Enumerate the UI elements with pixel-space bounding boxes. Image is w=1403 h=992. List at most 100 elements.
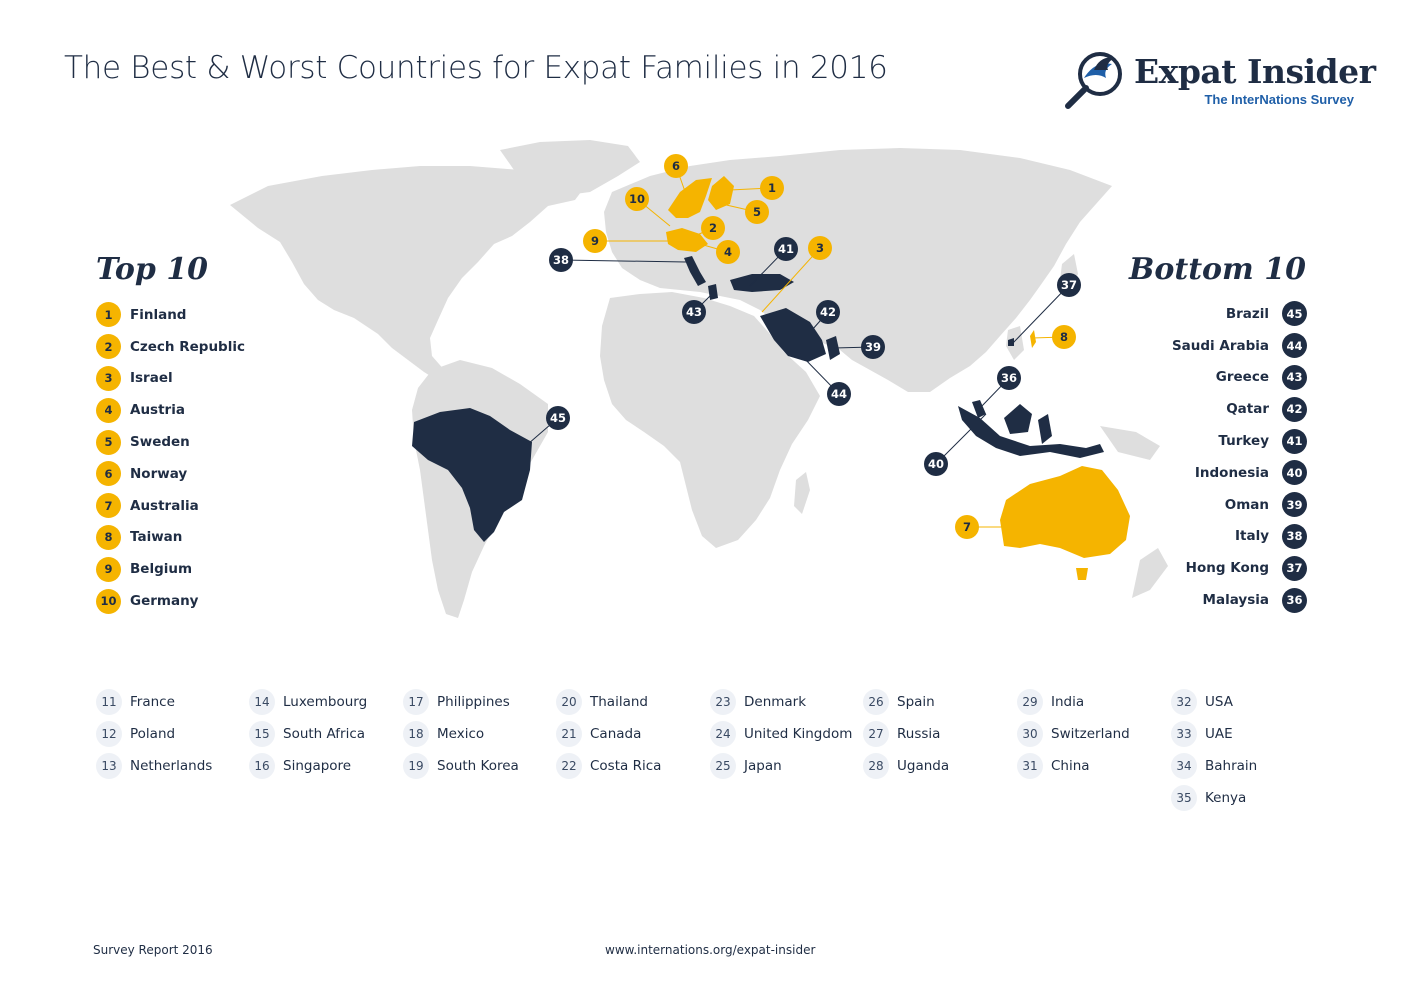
ranking-item: 23 Denmark [710,686,852,718]
map-marker-44: 44 [827,382,851,406]
country-name: France [130,694,175,710]
rank-number: 12 [96,721,122,747]
country-name: Qatar [1226,401,1269,418]
map-marker-5: 5 [745,200,769,224]
indonesia-shape [958,406,1104,458]
map-marker-38: 38 [549,248,573,272]
country-name: Taiwan [130,529,183,546]
rank-number: 22 [556,753,582,779]
eurasia [604,148,1112,392]
ranking-item: 19 South Korea [403,750,519,782]
central-europe-shape [666,228,708,252]
bottom10-item: Malaysia 36 [1172,584,1307,616]
country-name: Turkey [1218,433,1269,450]
rank-number: 29 [1017,689,1043,715]
africa [600,292,820,548]
top10-heading: Top 10 [96,252,209,287]
footer-url[interactable]: www.internations.org/expat-insider [605,943,816,957]
map-marker-39: 39 [861,335,885,359]
sulawesi-shape [1038,414,1052,444]
bottom10-item: Italy 38 [1172,521,1307,553]
country-name: Saudi Arabia [1171,337,1269,354]
iceland [576,172,602,188]
ranking-item: 14 Luxembourg [249,686,367,718]
finland-shape [708,176,734,210]
philippines [1006,326,1024,360]
country-name: Indonesia [1194,464,1269,481]
country-name: United Kingdom [744,726,853,742]
country-name: Poland [130,726,176,742]
bottom10-item: Oman 39 [1172,489,1307,521]
country-name: India [1051,694,1085,710]
svg-text:10: 10 [629,192,645,206]
ranking-item: 13 Netherlands [96,750,212,782]
country-name: Finland [130,306,187,323]
svg-text:2: 2 [709,221,717,235]
country-name: Hong Kong [1185,560,1269,577]
uk [608,194,628,226]
top10-list: 1 Finland 2 Czech Republic 3 Israel 4 Austri… [96,299,245,617]
country-name: Uganda [897,758,950,774]
map-marker-42: 42 [816,300,840,324]
top10-item: 10 Germany [96,585,245,617]
rank-badge: 4 [96,397,121,423]
svg-text:37: 37 [1061,278,1077,292]
ranking-column: 17 Philippines 18 Mexico 19 South Korea [403,686,519,782]
taiwan-shape [1030,330,1036,348]
rank-badge: 5 [96,429,121,455]
brazil-shape [412,408,532,542]
bottom10-list: Brazil 45 Saudi Arabia 44 Greece 43 Qatar 42… [1172,298,1307,616]
rank-badge: 38 [1282,523,1307,549]
rank-number: 28 [863,753,889,779]
italy-shape [684,256,706,286]
svg-text:38: 38 [553,253,569,267]
new-guinea [1100,426,1160,460]
logo-tagline: The InterNations Survey [1204,92,1354,107]
map-marker-8: 8 [1052,325,1076,349]
rank-badge: 7 [96,493,121,519]
ranking-item: 29 India [1017,686,1130,718]
rank-number: 26 [863,689,889,715]
country-name: Italy [1234,528,1269,545]
ranking-item: 33 UAE [1171,718,1257,750]
country-name: Canada [590,726,642,742]
bottom10-item: Brazil 45 [1172,298,1307,330]
rank-number: 31 [1017,753,1043,779]
bottom10-item: Hong Kong 37 [1172,552,1307,584]
country-name: Austria [130,402,185,419]
svg-text:4: 4 [724,245,732,259]
rank-number: 23 [710,689,736,715]
rank-badge: 43 [1282,364,1307,390]
map-marker-7: 7 [955,515,979,539]
country-name: Switzerland [1051,726,1130,742]
country-name: Denmark [744,694,807,710]
map-marker-10: 10 [625,187,649,211]
svg-text:3: 3 [816,241,824,255]
country-name: Thailand [590,694,648,710]
rank-number: 14 [249,689,275,715]
map-marker-43: 43 [682,300,706,324]
svg-text:41: 41 [778,242,794,256]
ranking-column: 11 France 12 Poland 13 Netherlands [96,686,212,782]
rank-badge: 41 [1282,428,1307,454]
top10-item: 6 Norway [96,458,245,490]
turkey-shape [730,274,794,292]
map-marker-37: 37 [1057,273,1081,297]
australia-shape [1000,466,1130,558]
logo: Expat Insider The InterNations Survey [1062,48,1376,110]
rank-number: 18 [403,721,429,747]
ranking-item: 30 Switzerland [1017,718,1130,750]
map-marker-41: 41 [774,237,798,261]
ranking-item: 11 France [96,686,212,718]
country-name: Russia [897,726,941,742]
ranking-item: 28 Uganda [863,750,949,782]
svg-text:39: 39 [865,340,881,354]
ranking-item: 32 USA [1171,686,1257,718]
bottom10-item: Saudi Arabia 44 [1172,330,1307,362]
map-marker-9: 9 [583,229,607,253]
rank-badge: 36 [1282,587,1307,613]
rank-badge: 9 [96,556,121,582]
ranking-item: 34 Bahrain [1171,750,1257,782]
map-marker-3: 3 [808,236,832,260]
bottom10-item: Greece 43 [1172,362,1307,394]
